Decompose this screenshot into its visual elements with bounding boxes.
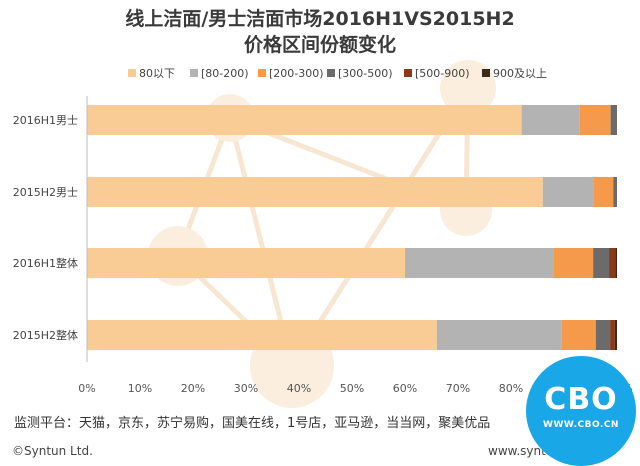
category-label: 2016H1整体	[13, 256, 78, 270]
legend-swatch	[128, 69, 136, 77]
logo-text: CBO	[544, 382, 618, 417]
x-tick-label: 20%	[181, 382, 205, 395]
bar-segment	[595, 320, 611, 350]
legend: 80以下 [80-200) [200-300) [300-500) [500-900) 9…	[128, 67, 547, 80]
copyright: ©Syntun Ltd.	[12, 444, 93, 458]
bar-segment	[610, 320, 615, 350]
bar-segment	[613, 177, 617, 207]
x-tick-label: 0%	[78, 382, 95, 395]
category-label: 2016H1男士	[13, 114, 78, 127]
bar-segment	[593, 248, 610, 278]
legend-label: [200-300)	[269, 67, 324, 80]
bar-segment	[561, 320, 596, 350]
x-tick-label: 60%	[393, 382, 417, 395]
legend-label: [300-500)	[338, 67, 393, 80]
chart-title: 线上洁面/男士洁面市场2016H1VS2015H2	[125, 8, 515, 30]
bar-segment	[614, 320, 617, 350]
x-tick-label: 40%	[287, 382, 311, 395]
bar-segment	[405, 248, 554, 278]
legend-swatch	[190, 69, 198, 77]
legend-label: 900及以上	[493, 67, 547, 80]
bar-segment	[87, 105, 522, 135]
legend-label: [80-200)	[201, 67, 249, 80]
bar-segment	[521, 105, 580, 135]
source-note: 监测平台：天猫，京东，苏宁易购，国美在线，1号店，亚马逊，当当网，聚美优品	[14, 416, 491, 431]
category-label: 2015H2男士	[13, 186, 78, 199]
legend-label: [500-900)	[415, 67, 470, 80]
bar-segment	[542, 177, 594, 207]
bar-segment	[87, 320, 437, 350]
bar-segment	[593, 177, 614, 207]
x-tick-label: 80%	[499, 382, 523, 395]
legend-swatch	[482, 69, 490, 77]
chart-subtitle: 价格区间份额变化	[243, 34, 396, 56]
legend-swatch	[327, 69, 335, 77]
x-tick-label: 50%	[340, 382, 364, 395]
bar-segment	[610, 105, 617, 135]
legend-swatch	[404, 69, 412, 77]
x-tick-label: 70%	[446, 382, 470, 395]
logo-url: WWW.CBO.CN	[543, 420, 619, 430]
bar-segment	[87, 248, 405, 278]
legend-swatch	[258, 69, 266, 77]
bar-segment	[609, 248, 616, 278]
bar-segment	[615, 248, 617, 278]
category-labels: 2016H1男士 2015H2男士 2016H1整体 2015H2整体	[13, 114, 78, 342]
bar-segment	[553, 248, 594, 278]
bar-segment	[579, 105, 611, 135]
bars	[87, 105, 617, 350]
cbo-logo: CBO WWW.CBO.CN	[526, 356, 636, 466]
legend-label: 80以下	[139, 67, 175, 80]
bar-segment	[436, 320, 562, 350]
x-tick-label: 10%	[128, 382, 152, 395]
bar-segment	[87, 177, 543, 207]
x-tick-label: 30%	[234, 382, 258, 395]
category-label: 2015H2整体	[13, 328, 78, 342]
